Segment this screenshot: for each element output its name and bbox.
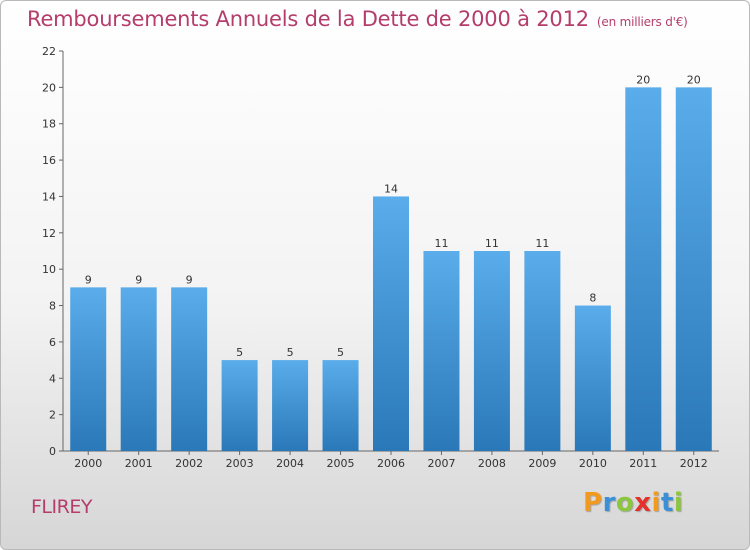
chart-subtitle: (en milliers d'€)	[596, 15, 688, 29]
logo-letter: x	[634, 488, 652, 518]
bar-value-label: 20	[687, 73, 701, 86]
logo-letter: o	[615, 488, 635, 518]
x-tick-label: 2006	[377, 457, 405, 470]
bar	[70, 287, 107, 451]
y-tick-label: 2	[49, 409, 56, 422]
bar	[625, 87, 662, 451]
x-tick-label: 2000	[74, 457, 102, 470]
bar	[171, 287, 208, 451]
chart-title: Remboursements Annuels de la Dette de 20…	[27, 7, 688, 31]
y-tick-label: 6	[49, 336, 56, 349]
bar-value-label: 14	[384, 182, 398, 195]
place-name: FLIREY	[31, 496, 92, 518]
y-tick-label: 18	[42, 118, 56, 131]
x-tick-label: 2010	[579, 457, 607, 470]
bar-value-label: 8	[589, 292, 596, 305]
bar	[423, 251, 460, 451]
y-tick-label: 12	[42, 227, 56, 240]
bar	[221, 360, 258, 451]
bar-value-label: 9	[135, 273, 142, 286]
proxiti-logo: Proxiti	[583, 488, 683, 518]
bar-value-label: 20	[636, 73, 650, 86]
logo-letter: r	[602, 488, 616, 518]
y-tick-label: 20	[42, 81, 56, 94]
x-tick-label: 2004	[276, 457, 304, 470]
y-tick-label: 4	[49, 372, 56, 385]
bar-value-label: 11	[535, 237, 549, 250]
x-tick-label: 2012	[680, 457, 708, 470]
logo-letter: i	[651, 488, 661, 518]
bar	[473, 251, 510, 451]
x-tick-label: 2007	[427, 457, 455, 470]
bar-value-label: 5	[236, 346, 243, 359]
x-tick-label: 2002	[175, 457, 203, 470]
bar	[675, 87, 712, 451]
x-tick-label: 2001	[125, 457, 153, 470]
bar-value-label: 9	[186, 273, 193, 286]
bar-value-label: 5	[287, 346, 294, 359]
bar-value-label: 11	[434, 237, 448, 250]
x-tick-label: 2005	[327, 457, 355, 470]
bar	[574, 305, 611, 451]
x-tick-label: 2003	[226, 457, 254, 470]
logo-letter: i	[673, 488, 684, 518]
y-tick-label: 8	[49, 300, 56, 313]
y-tick-label: 0	[49, 445, 56, 458]
bar	[524, 251, 561, 451]
bar	[322, 360, 359, 451]
chart-title-text: Remboursements Annuels de la Dette de 20…	[27, 7, 589, 31]
bar-value-label: 9	[85, 273, 92, 286]
y-tick-label: 22	[42, 45, 56, 58]
bar-value-label: 5	[337, 346, 344, 359]
bar-value-label: 11	[485, 237, 499, 250]
logo-letter: P	[583, 488, 603, 518]
bar	[373, 196, 409, 451]
x-tick-label: 2009	[528, 457, 556, 470]
x-tick-label: 2008	[478, 457, 506, 470]
y-tick-label: 10	[42, 263, 56, 276]
bar	[120, 287, 157, 451]
logo-letter: t	[660, 488, 674, 518]
y-tick-label: 16	[42, 154, 56, 167]
y-tick-label: 14	[42, 190, 56, 203]
bar	[272, 360, 309, 451]
x-tick-label: 2011	[629, 457, 657, 470]
